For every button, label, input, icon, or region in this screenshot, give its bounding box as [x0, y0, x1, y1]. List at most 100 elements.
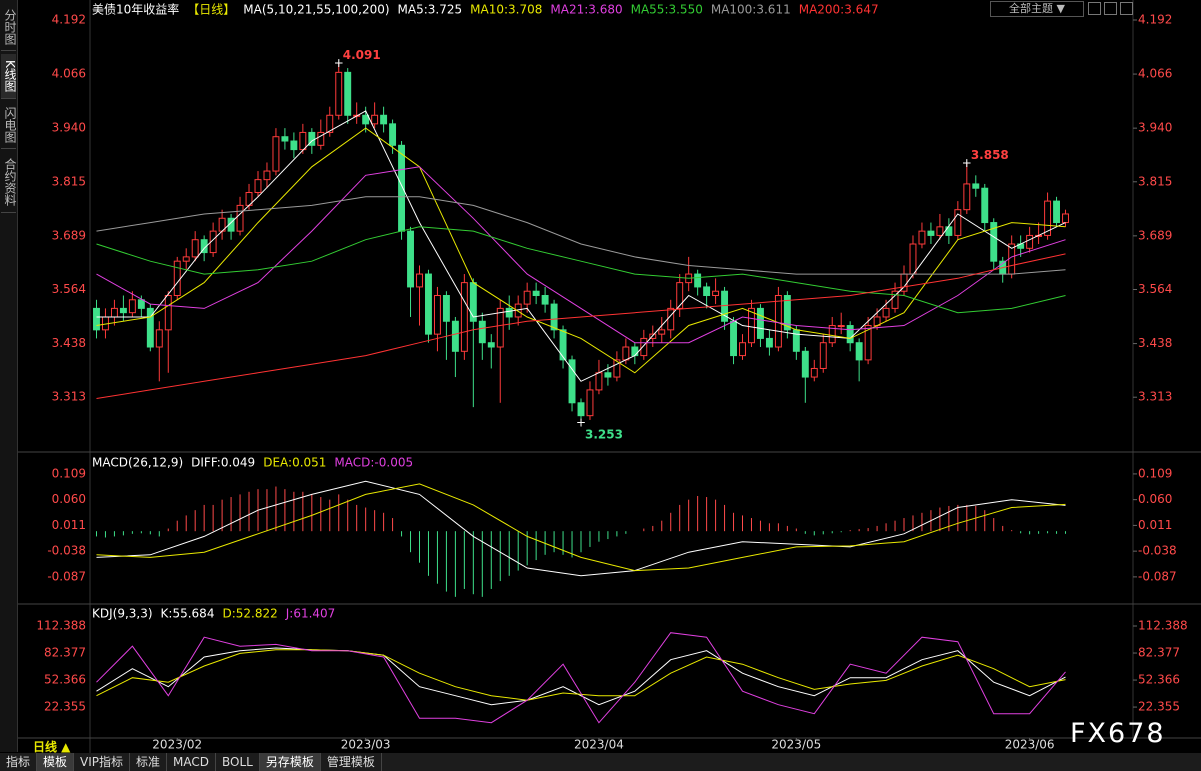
tab[interactable]: 分时图 [1, 4, 17, 51]
x-tick-label: 2023/02 [152, 738, 202, 752]
extreme-marker: + [576, 415, 586, 429]
tab[interactable]: 合约资料 [1, 152, 17, 213]
candle-body [864, 325, 872, 361]
candle-body [667, 307, 675, 331]
candle-body [496, 307, 504, 348]
legend-entry: MA200:3.647 [799, 3, 879, 17]
tool-tab[interactable]: BOLL [216, 753, 260, 771]
watermark: FX678 [1070, 718, 1166, 749]
candle-body [954, 209, 962, 236]
candle-body [631, 346, 639, 357]
y-tick-label: 3.438 [1138, 336, 1172, 350]
x-tick-label: 2023/05 [771, 738, 821, 752]
candle-body [837, 325, 845, 328]
y-tick-label: 0.011 [1138, 518, 1172, 532]
candle-body [936, 226, 944, 236]
candle-body [335, 71, 343, 116]
y-tick-label: 0.060 [52, 492, 86, 506]
tool-tab[interactable]: 标准 [130, 753, 168, 771]
candle-body [326, 114, 334, 133]
tool-tab[interactable]: 管理模板 [321, 753, 382, 771]
candle-body [927, 230, 935, 236]
tool-tab[interactable]: VIP指标 [74, 753, 131, 771]
y-tick-label: 22.355 [44, 700, 86, 714]
candle-body [1026, 234, 1034, 249]
y-tick-label: 22.355 [1138, 700, 1180, 714]
y-tick-label: -0.087 [1138, 569, 1177, 583]
ma-line [96, 253, 1066, 399]
candle-body [810, 367, 818, 378]
candle-body [505, 307, 513, 318]
candle-body [756, 307, 764, 339]
candle-body [694, 273, 702, 288]
extreme-label: 3.858 [971, 148, 1009, 162]
window-button[interactable] [1120, 2, 1133, 15]
legend-entry: MACD(26,12,9) [92, 456, 183, 470]
legend-entry: 【日线】 [187, 3, 235, 17]
chart: 3.313 3.313 3.438 3.438 3.564 3.564 3.689 3.689… [18, 0, 1201, 753]
y-tick-label: -0.038 [1138, 544, 1177, 558]
ma-line [96, 480, 1066, 577]
candle-body [846, 325, 854, 344]
legend-entry: D:52.822 [222, 607, 277, 621]
candle-body [990, 222, 998, 262]
tab[interactable]: K线图 [1, 54, 17, 99]
candle-body [739, 342, 746, 357]
tool-tab[interactable]: 另存模板 [259, 753, 321, 771]
tool-tab[interactable]: 指标 [0, 753, 38, 771]
candle-body [765, 337, 773, 348]
candle-body [182, 256, 190, 262]
legend-entry: DIFF:0.049 [191, 456, 255, 470]
period[interactable]: 日线 ▲ [33, 740, 71, 754]
candle-body [137, 299, 145, 309]
legend-entry: MA(5,10,21,55,100,200) [243, 3, 389, 17]
tool-tab[interactable]: 模板 [37, 753, 75, 771]
legend-entry: J:61.407 [285, 607, 336, 621]
y-tick-label: 82.377 [44, 646, 86, 660]
candle-body [918, 230, 926, 245]
candle-body [469, 282, 477, 322]
y-tick-label: 0.011 [52, 518, 86, 532]
candle-body [703, 286, 711, 297]
tool-tab[interactable]: MACD [167, 753, 217, 771]
candle-body [173, 260, 181, 297]
y-tick-label: 4.066 [1138, 67, 1172, 81]
candle-body [380, 114, 388, 125]
x-tick-label: 2023/04 [574, 738, 624, 752]
legend-entry: KDJ(9,3,3) [92, 607, 153, 621]
candle-body [272, 136, 280, 172]
x-tick-label: 2023/06 [1005, 738, 1055, 752]
y-tick-label: 3.564 [52, 282, 86, 296]
candle-body [891, 290, 899, 309]
candle-body [236, 204, 244, 232]
candle-body [855, 342, 863, 361]
candle-body [119, 307, 127, 314]
y-tick-label: 0.109 [1138, 466, 1172, 480]
y-tick-label: -0.038 [47, 544, 86, 558]
candle-body [1044, 200, 1052, 236]
candle-body [604, 372, 612, 378]
y-tick-label: 3.815 [52, 174, 86, 188]
ma-line [96, 647, 1066, 706]
candle-body [730, 320, 737, 357]
window-button[interactable] [1104, 2, 1117, 15]
y-tick-label: 0.109 [52, 466, 86, 480]
x-tick-label: 2023/03 [341, 738, 391, 752]
y-tick-label: 3.689 [52, 228, 86, 242]
legend-entry: MA100:3.611 [711, 3, 791, 17]
y-tick-label: 3.940 [1138, 121, 1172, 135]
y-tick-label: 3.564 [1138, 282, 1172, 296]
side-tabs: 分时图 K线图 闪电图 合约资料 [0, 0, 18, 752]
ma-line [96, 632, 1066, 724]
legend-entry: DEA:0.051 [263, 456, 326, 470]
theme-select[interactable]: 全部主题 ▼ [990, 1, 1084, 17]
window-button[interactable] [1088, 2, 1101, 15]
candle-body [317, 131, 325, 146]
candle-body [146, 307, 154, 348]
y-tick-label: 82.377 [1138, 646, 1180, 660]
candle-body [963, 183, 971, 211]
tab[interactable]: 闪电图 [1, 102, 17, 149]
candle-body [425, 273, 432, 335]
candle-body [281, 136, 289, 142]
